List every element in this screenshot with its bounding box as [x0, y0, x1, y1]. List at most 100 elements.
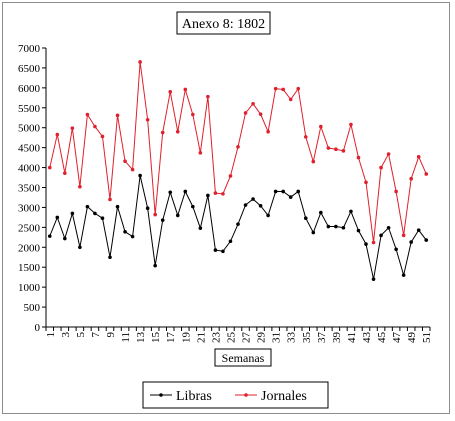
data-point: [371, 277, 376, 281]
legend-marker-libras: [159, 393, 163, 397]
data-point: [341, 149, 346, 153]
data-point: [266, 129, 270, 134]
data-point: [145, 117, 150, 122]
x-tick-label: 27: [241, 332, 253, 344]
data-point: [394, 247, 398, 252]
data-point: [213, 248, 218, 252]
data-point: [319, 210, 323, 215]
data-point: [401, 273, 406, 277]
x-tick-label: 29: [256, 332, 268, 344]
data-point: [63, 236, 67, 241]
x-tick-label: 1: [45, 332, 57, 338]
data-point: [168, 190, 173, 195]
data-point: [115, 113, 120, 118]
data-point: [243, 203, 248, 207]
data-point: [371, 240, 376, 245]
data-point: [303, 216, 308, 220]
data-point: [63, 171, 67, 175]
x-tick-label: 37: [316, 332, 328, 344]
legend: Libras Jornales: [142, 381, 329, 409]
x-tick-label: 3: [60, 332, 72, 338]
data-point: [349, 122, 353, 127]
chart-title: Anexo 8: 1802: [182, 17, 265, 32]
y-tick-label: 7000: [18, 43, 41, 55]
chart-title-box: [176, 11, 271, 35]
data-point: [236, 145, 240, 149]
data-point: [401, 233, 406, 238]
data-point: [168, 90, 173, 94]
x-tick-label: 5: [75, 332, 87, 338]
data-point: [130, 167, 135, 172]
data-point: [303, 135, 308, 139]
data-point: [198, 226, 203, 230]
x-tick-label: 9: [105, 332, 117, 338]
data-point: [70, 126, 75, 130]
y-tick-label: 6000: [18, 83, 41, 95]
data-point: [386, 225, 391, 230]
data-point: [281, 189, 285, 194]
data-point: [55, 215, 60, 220]
x-tick-label: 25: [225, 332, 237, 344]
data-point: [296, 86, 301, 91]
data-point: [123, 229, 127, 234]
x-axis-label: Semanas: [222, 351, 265, 365]
data-point: [55, 132, 60, 137]
data-point: [175, 129, 180, 134]
series-libras: [47, 173, 429, 281]
data-point: [349, 209, 353, 214]
data-point: [153, 212, 157, 217]
data-point: [379, 233, 383, 238]
x-tick-label: 21: [195, 332, 207, 343]
data-point: [47, 165, 52, 170]
data-point: [288, 97, 293, 102]
x-tick-label: 19: [180, 332, 192, 344]
data-point: [138, 60, 142, 64]
data-point: [221, 249, 225, 254]
data-point: [258, 112, 263, 116]
x-tick-label: 45: [376, 332, 388, 344]
data-point: [334, 147, 338, 152]
data-point: [198, 151, 203, 155]
data-point: [416, 228, 421, 232]
data-point: [228, 174, 233, 178]
data-point: [288, 195, 293, 199]
data-point: [100, 134, 105, 139]
data-point: [356, 228, 361, 233]
data-point: [236, 222, 240, 226]
data-point: [138, 173, 142, 178]
y-tick-label: 5500: [18, 103, 41, 115]
data-point: [78, 184, 82, 189]
x-tick-label: 17: [165, 332, 177, 344]
data-point: [123, 159, 127, 163]
y-tick-label: 4500: [18, 143, 41, 155]
data-point: [251, 197, 255, 201]
data-point: [175, 213, 180, 218]
data-point: [356, 155, 361, 160]
data-point: [100, 216, 105, 220]
data-point: [213, 191, 218, 195]
data-point: [326, 146, 331, 150]
data-point: [409, 176, 413, 181]
data-point: [108, 255, 112, 260]
data-point: [130, 234, 135, 239]
data-point: [296, 189, 301, 194]
y-tick-label: 6500: [18, 63, 41, 75]
data-point: [266, 213, 270, 218]
data-point: [258, 204, 263, 208]
x-tick-label: 35: [301, 332, 313, 344]
x-tick-label: 51: [421, 332, 433, 343]
y-tick-label: 3000: [18, 202, 41, 214]
data-point: [364, 180, 368, 185]
data-point: [243, 111, 248, 115]
data-point: [191, 204, 195, 209]
data-point: [379, 165, 383, 170]
data-point: [78, 245, 82, 250]
data-point: [183, 189, 188, 194]
data-point: [93, 211, 97, 216]
legend-marker-jornales: [244, 393, 248, 397]
x-axis-label-box: [214, 348, 272, 367]
data-point: [311, 230, 316, 235]
series-line-jornales: [49, 61, 427, 243]
data-point: [394, 189, 398, 194]
